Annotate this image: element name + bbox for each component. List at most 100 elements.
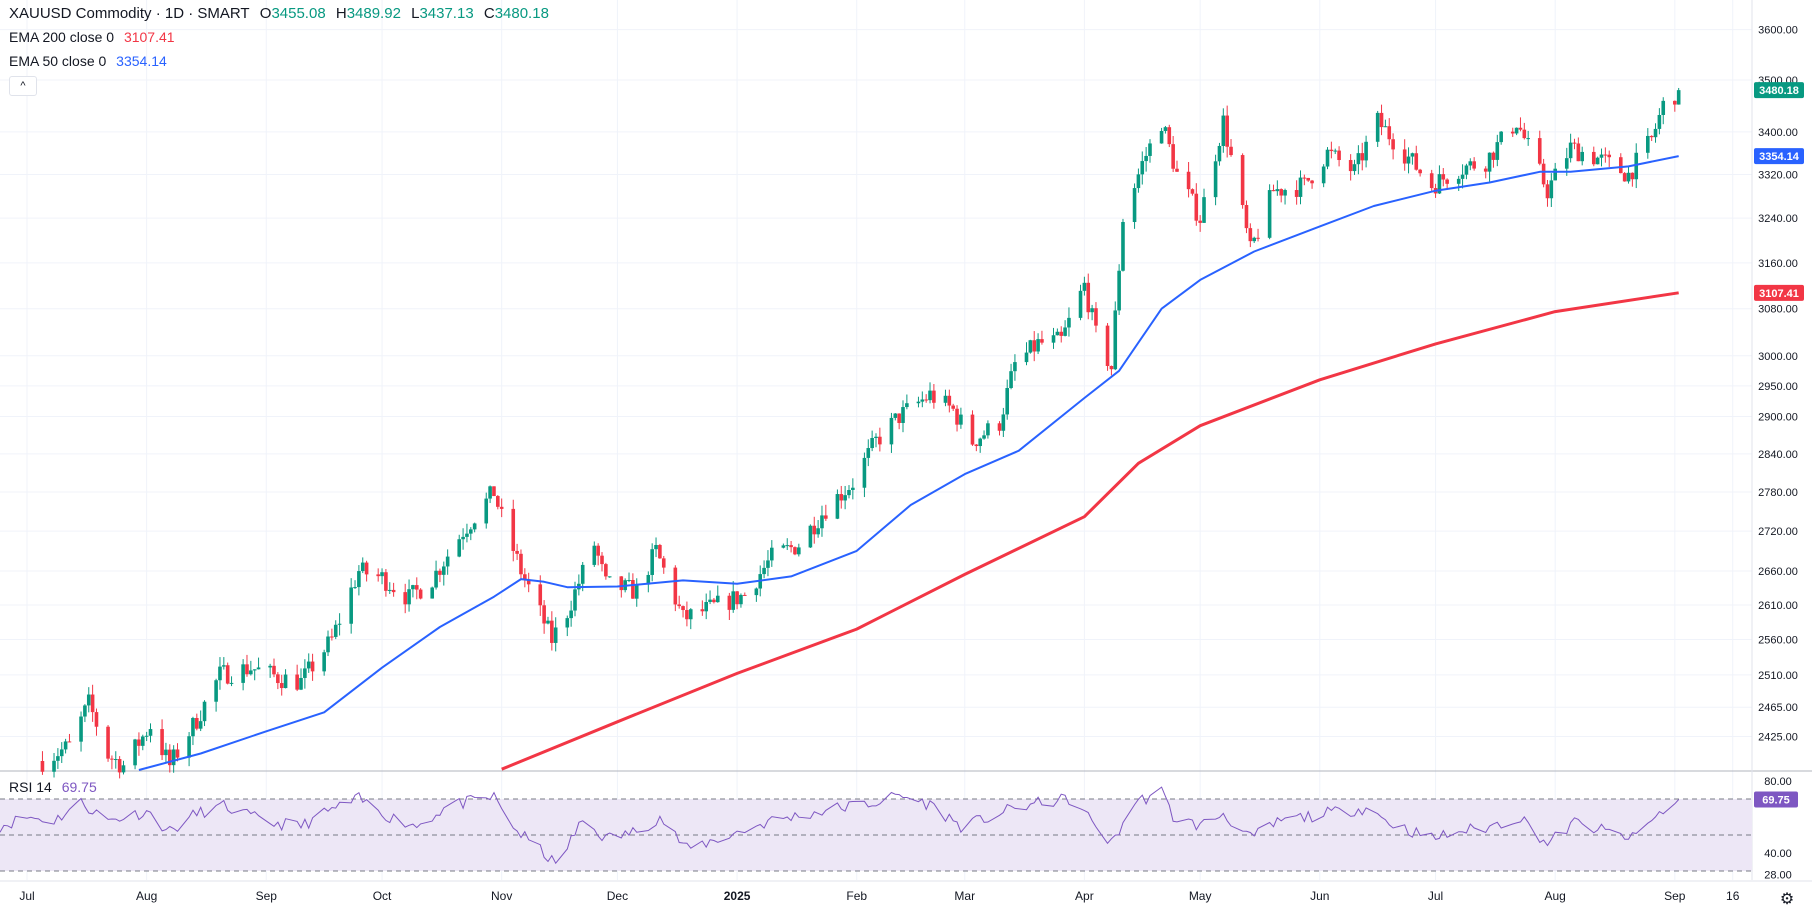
- gear-icon[interactable]: ⚙: [1779, 891, 1795, 908]
- candle-down: [137, 732, 141, 756]
- candle-up: [465, 523, 469, 543]
- candle-body: [1329, 149, 1334, 152]
- candle-body: [1055, 331, 1060, 336]
- candle-body: [1406, 156, 1411, 164]
- candle-up: [901, 400, 905, 433]
- candle-body: [835, 494, 840, 519]
- candle-down: [1518, 117, 1523, 132]
- candle-body: [376, 574, 380, 577]
- candle-body: [820, 515, 824, 529]
- candle-body: [704, 602, 709, 612]
- candle-body: [337, 623, 342, 625]
- candle-body: [195, 717, 199, 729]
- collapse-legend-button[interactable]: ^: [9, 76, 37, 96]
- candle-down: [1271, 184, 1276, 192]
- candle-body: [1283, 190, 1287, 196]
- candle-body: [1121, 222, 1125, 271]
- candle-body: [1117, 270, 1121, 311]
- candle-up: [1364, 135, 1368, 168]
- candle-body: [1379, 112, 1384, 128]
- candle-body: [1418, 169, 1422, 174]
- candle-body: [1441, 174, 1446, 180]
- candle-down: [310, 653, 315, 681]
- candle-body: [781, 545, 786, 548]
- candle-down: [604, 562, 608, 580]
- candle-down: [727, 592, 732, 620]
- y-tick-label: 3320.00: [1758, 169, 1798, 181]
- candle-down: [1541, 158, 1546, 188]
- candle-up: [688, 608, 693, 630]
- ema200-legend[interactable]: EMA 200 close 0 3107.41: [9, 29, 175, 45]
- ema50-legend[interactable]: EMA 50 close 0 3354.14: [9, 53, 167, 69]
- candle-up: [484, 492, 489, 529]
- candle-up: [306, 653, 311, 673]
- candle-body: [303, 668, 307, 678]
- candle-up: [198, 710, 203, 732]
- candle-body: [1024, 352, 1029, 363]
- rsi-legend[interactable]: RSI 14 69.75: [9, 779, 97, 795]
- candle-body: [384, 572, 388, 591]
- candle-up: [866, 439, 871, 467]
- candle-body: [445, 556, 450, 567]
- candle-down: [117, 756, 122, 779]
- candle-body: [465, 533, 469, 537]
- candle-down: [1618, 153, 1623, 174]
- y-tick-label: 2560.00: [1758, 635, 1798, 647]
- candle-down: [1094, 302, 1098, 333]
- candle-body: [770, 547, 774, 561]
- rsi-marker-label: 69.75: [1762, 794, 1790, 806]
- candle-body: [997, 423, 1002, 431]
- symbol-legend[interactable]: XAUUSD Commodity · 1D · SMART O3455.08 H…: [9, 5, 549, 22]
- candle-body: [785, 545, 790, 547]
- ema50-line: [138, 155, 1679, 771]
- candle-up: [434, 560, 438, 590]
- candle-body: [1649, 135, 1654, 138]
- candle-down: [1607, 150, 1612, 167]
- candle-down: [1190, 188, 1195, 196]
- candle-up: [835, 489, 840, 520]
- candle-down: [519, 549, 523, 580]
- candle-down: [496, 495, 500, 510]
- candle-body: [1429, 173, 1434, 189]
- candle-up: [229, 676, 234, 687]
- candle-body: [681, 606, 685, 611]
- rsi-y-tick-label: 28.00: [1764, 870, 1792, 882]
- y-tick-label: 2840.00: [1758, 449, 1798, 461]
- candle-down: [1244, 200, 1249, 234]
- candle-up: [1036, 333, 1040, 355]
- candle-body: [484, 498, 489, 524]
- x-tick-label: 2025: [724, 889, 751, 903]
- candle-body: [920, 399, 925, 402]
- ema50-value: 3354.14: [116, 53, 167, 69]
- candle-up: [920, 391, 925, 408]
- candle-up: [86, 687, 91, 713]
- candle-body: [673, 567, 678, 605]
- candle-up: [634, 578, 639, 607]
- candle-body: [1067, 317, 1071, 328]
- candle-up: [191, 716, 195, 746]
- candle-down: [1414, 145, 1419, 171]
- candle-up: [874, 433, 878, 448]
- candle-down: [1522, 122, 1527, 140]
- rsi-y-tick-label: 40.00: [1764, 848, 1792, 860]
- candle-body: [789, 545, 793, 548]
- candle-up: [1595, 156, 1600, 165]
- candle-up: [187, 732, 191, 767]
- candle-body: [1510, 131, 1515, 134]
- candle-down: [1248, 223, 1253, 248]
- candle-up: [1024, 342, 1029, 366]
- candle-body: [580, 564, 585, 584]
- candle-body: [198, 721, 203, 729]
- candle-down: [824, 504, 828, 521]
- candle-body: [1198, 220, 1202, 223]
- candle-down: [1310, 179, 1314, 189]
- grid-lines: [0, 0, 1752, 880]
- x-tick-label: Nov: [491, 889, 512, 903]
- candle-up: [133, 738, 137, 770]
- candle-down: [700, 600, 705, 616]
- candle-body: [739, 594, 743, 605]
- candle-up: [79, 711, 83, 752]
- candle-body: [766, 560, 770, 568]
- candle-body: [164, 749, 168, 756]
